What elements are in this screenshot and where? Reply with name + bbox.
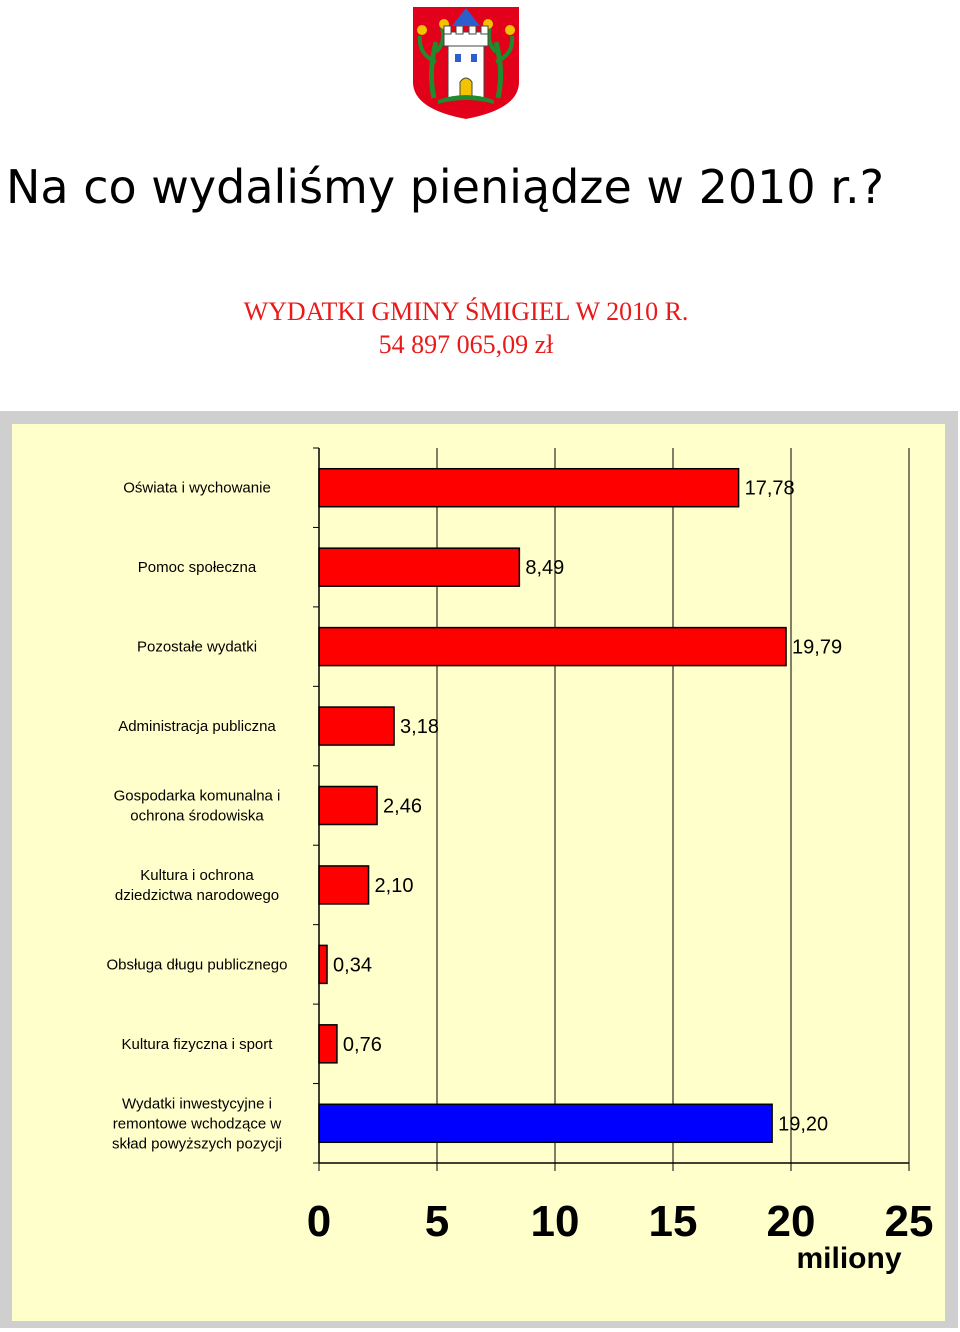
chart-title: WYDATKI GMINY ŚMIGIEL W 2010 R. [243, 297, 689, 326]
x-axis-unit-label: miliony [796, 1242, 901, 1275]
value-label: 3,18 [400, 716, 439, 738]
category-label: Pozostałe wydatki [137, 639, 257, 656]
value-label: 0,34 [333, 954, 372, 976]
bar [318, 944, 328, 985]
bar [318, 785, 378, 826]
value-label: 8,49 [525, 557, 564, 579]
bar [318, 706, 395, 746]
x-tick-label: 0 [307, 1197, 331, 1246]
value-label: 2,46 [383, 796, 422, 818]
page-headline: Na co wydaliśmy pieniądze w 2010 r.? [6, 160, 885, 214]
category-label: dziedzictwa narodowego [115, 887, 279, 904]
bar [318, 1103, 773, 1144]
value-label: 2,10 [375, 875, 414, 897]
value-label: 0,76 [343, 1034, 382, 1056]
bar [318, 467, 740, 508]
bar [318, 1024, 338, 1064]
x-tick-label: 25 [885, 1197, 934, 1246]
category-label: Kultura i ochrona [140, 867, 254, 884]
category-label: Oświata i wychowanie [123, 480, 271, 497]
x-tick-label: 15 [649, 1197, 698, 1246]
value-label: 19,79 [792, 637, 842, 659]
category-label: Administracja publiczna [118, 718, 276, 735]
chart-frame: Oświata i wychowanie 17,78 Pomoc społeczna… [0, 411, 958, 1328]
value-label: 17,78 [745, 478, 795, 500]
x-tick-label: 20 [767, 1197, 816, 1246]
value-label: 19,20 [778, 1113, 828, 1135]
expenditure-bar-chart: Oświata i wychowanie 17,78 Pomoc społeczna… [107, 447, 934, 1275]
category-label: Pomoc społeczna [138, 559, 257, 576]
x-tick-label: 10 [531, 1197, 580, 1246]
chart-plot-area: Oświata i wychowanie 17,78 Pomoc społeczna… [12, 424, 945, 1321]
category-label: ochrona środowiska [130, 808, 264, 825]
bar [318, 626, 787, 667]
bar [318, 547, 521, 587]
bar [318, 865, 370, 905]
category-label: skład powyższych pozycji [112, 1135, 282, 1152]
category-label: Kultura fizyczna i sport [122, 1036, 274, 1053]
category-label: Wydatki inwestycyjne i [122, 1095, 272, 1112]
coat-of-arms-logo [411, 5, 521, 122]
category-label: Gospodarka komunalna i [114, 788, 281, 805]
category-label: remontowe wchodzące w [113, 1115, 282, 1132]
chart-subtitle: 54 897 065,09 zł [378, 330, 554, 359]
category-label: Obsługa długu publicznego [107, 956, 288, 973]
x-tick-label: 5 [425, 1197, 449, 1246]
